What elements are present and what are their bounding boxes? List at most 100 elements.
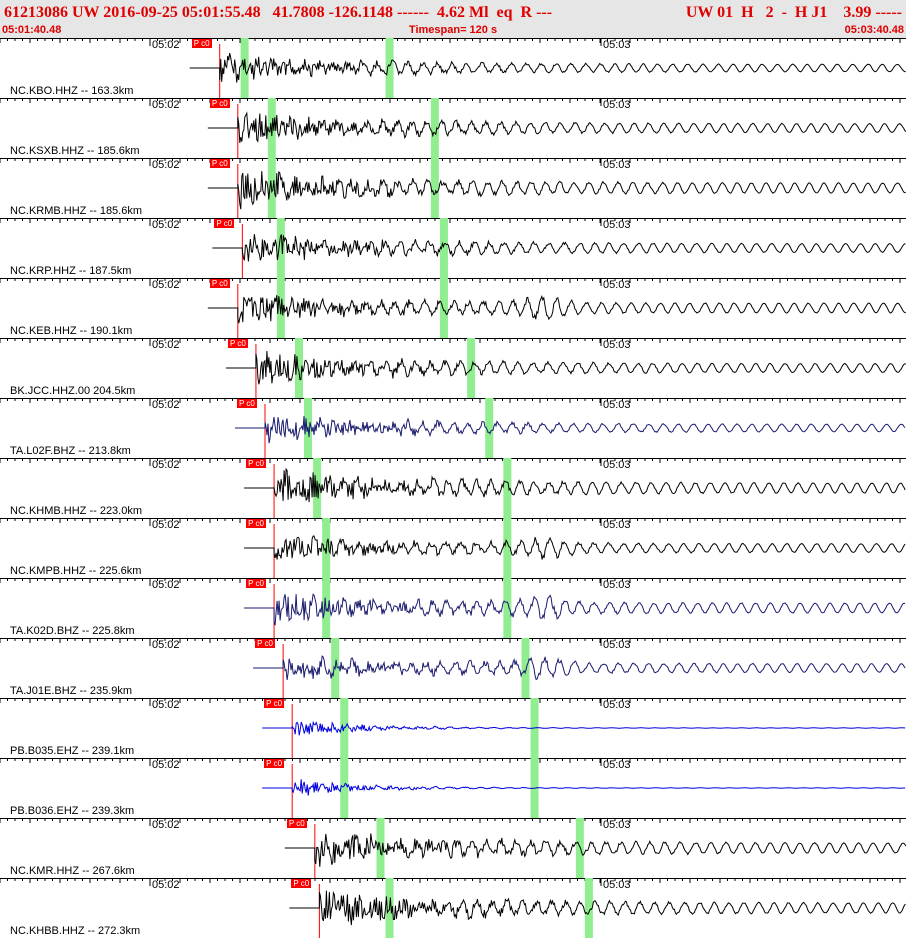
trace-row[interactable]: 05:02 05:03 P c0 BK.JCC.HHZ.00 204.5km (0, 338, 906, 398)
minute-label: 05:03 (603, 639, 631, 651)
trace-plot[interactable] (0, 338, 906, 398)
phase-arrival-marker (240, 38, 249, 98)
phase-arrival-marker (385, 38, 394, 98)
pick-flag[interactable]: P c0 (209, 279, 230, 288)
waveform (235, 415, 906, 444)
trace-plot[interactable] (0, 458, 906, 518)
phase-arrival-marker (439, 278, 448, 338)
pick-flag[interactable]: P c0 (237, 399, 257, 408)
waveform (284, 833, 906, 867)
waveform (207, 170, 906, 210)
pick-flag[interactable]: P c0 (246, 459, 266, 468)
waveform (189, 52, 906, 83)
station-label: PB.B036.EHZ -- 239.3km (10, 805, 135, 817)
event-title-bar: 61213086 UW 2016-09-25 05:01:55.48 41.78… (0, 0, 906, 24)
trace-row[interactable]: 05:02 05:03 P c0 NC.KEB.HHZ -- 190.1km (0, 278, 906, 338)
trace-row[interactable]: 05:02 05:03 P c0 TA.L02F.BHZ -- 213.8km (0, 398, 906, 458)
trace-row[interactable]: 05:02 05:03 P c0 NC.KMPB.HHZ -- 225.6km (0, 518, 906, 578)
waveform (289, 890, 906, 926)
station-label: PB.B035.EHZ -- 239.1km (10, 745, 135, 757)
minute-label: 05:02 (152, 639, 180, 651)
station-label: BK.JCC.HHZ.00 204.5km (10, 385, 136, 397)
minute-label: 05:03 (603, 759, 631, 771)
minute-label: 05:03 (603, 39, 631, 51)
station-label: NC.KHMB.HHZ -- 223.0km (10, 505, 143, 517)
station-label: NC.KEB.HHZ -- 190.1km (10, 325, 133, 337)
waveform (244, 535, 906, 560)
trace-row[interactable]: 05:02 05:03 P c0 NC.KHMB.HHZ -- 223.0km (0, 458, 906, 518)
trace-row[interactable]: 05:02 05:03 P c0 NC.KHBB.HHZ -- 272.3km (0, 878, 906, 938)
pick-flag[interactable]: P c0 (264, 699, 285, 708)
minute-label: 05:03 (603, 699, 631, 711)
trace-row[interactable]: 05:02 05:03 P c0 NC.KSXB.HHZ -- 185.6km (0, 98, 906, 158)
trace-plot[interactable] (0, 398, 906, 458)
trace-row[interactable]: 05:02 05:03 P c0 PB.B036.EHZ -- 239.3km (0, 758, 906, 818)
minute-label: 05:02 (152, 699, 180, 711)
event-solution-info: UW 01 H 2 - H J1 3.99 ----- (685, 4, 902, 21)
waveform (244, 467, 906, 503)
seismogram-panel[interactable]: 05:02 05:03 P c0 NC.KBO.HHZ -- 163.3km 05:02… (0, 38, 906, 940)
pick-flag[interactable]: P c0 (264, 759, 285, 768)
trace-plot[interactable] (0, 698, 906, 758)
pick-flag[interactable]: P c0 (286, 819, 307, 828)
trace-plot[interactable] (0, 818, 906, 878)
pick-flag[interactable]: P c0 (246, 579, 266, 588)
station-label: TA.L02F.BHZ -- 213.8km (10, 445, 131, 457)
minute-label: 05:03 (603, 879, 631, 891)
minute-label: 05:02 (152, 459, 180, 471)
trace-plot[interactable] (0, 218, 906, 278)
phase-arrival-marker (584, 878, 593, 938)
station-label: TA.J01E.BHZ -- 235.9km (10, 685, 133, 697)
phase-arrival-marker (503, 578, 512, 638)
phase-arrival-marker (575, 818, 584, 878)
trace-plot[interactable] (0, 98, 906, 158)
phase-arrival-marker (485, 398, 494, 458)
minute-label: 05:03 (603, 219, 631, 231)
minute-label: 05:02 (152, 99, 180, 111)
minute-label: 05:03 (603, 159, 631, 171)
trace-plot[interactable] (0, 758, 906, 818)
station-label: TA.K02D.BHZ -- 225.8km (10, 625, 135, 637)
station-label: NC.KHBB.HHZ -- 272.3km (10, 925, 141, 937)
trace-plot[interactable] (0, 518, 906, 578)
waveform (225, 350, 906, 385)
end-time: 05:03:40.48 (844, 24, 904, 36)
trace-plot[interactable] (0, 578, 906, 638)
phase-arrival-marker (430, 158, 439, 218)
trace-row[interactable]: 05:02 05:03 P c0 NC.KRMB.HHZ -- 185.6km (0, 158, 906, 218)
trace-plot[interactable] (0, 278, 906, 338)
trace-plot[interactable] (0, 638, 906, 698)
trace-plot[interactable] (0, 38, 906, 98)
trace-row[interactable]: 05:02 05:03 P c0 NC.KRP.HHZ -- 187.5km (0, 218, 906, 278)
station-label: NC.KSXB.HHZ -- 185.6km (10, 145, 140, 157)
pick-flag[interactable]: P c0 (291, 879, 312, 888)
minute-label: 05:02 (152, 159, 180, 171)
waveform (253, 655, 906, 681)
station-label: NC.KMR.HHZ -- 267.6km (10, 865, 135, 877)
minute-label: 05:03 (603, 579, 631, 591)
phase-arrival-marker (521, 638, 530, 698)
pick-flag[interactable]: P c0 (214, 219, 235, 228)
waveform (207, 294, 906, 324)
minute-label: 05:03 (603, 519, 631, 531)
pick-flag[interactable]: P c0 (246, 519, 266, 528)
timespan-label: Timespan= 120 s (408, 24, 498, 36)
phase-arrival-marker (294, 338, 303, 398)
pick-flag[interactable]: P c0 (255, 639, 275, 648)
pick-flag[interactable]: P c0 (191, 39, 212, 48)
pick-flag[interactable]: P c0 (209, 99, 230, 108)
trace-plot[interactable] (0, 878, 906, 938)
minute-label: 05:03 (603, 459, 631, 471)
minute-label: 05:02 (152, 759, 180, 771)
trace-row[interactable]: 05:02 05:03 P c0 TA.K02D.BHZ -- 225.8km (0, 578, 906, 638)
trace-row[interactable]: 05:02 05:03 P c0 NC.KBO.HHZ -- 163.3km (0, 38, 906, 98)
waveform (212, 234, 906, 262)
minute-label: 05:02 (152, 579, 180, 591)
trace-row[interactable]: 05:02 05:03 P c0 PB.B035.EHZ -- 239.1km (0, 698, 906, 758)
station-label: NC.KBO.HHZ -- 163.3km (10, 85, 134, 97)
pick-flag[interactable]: P c0 (209, 159, 230, 168)
trace-row[interactable]: 05:02 05:03 P c0 NC.KMR.HHZ -- 267.6km (0, 818, 906, 878)
pick-flag[interactable]: P c0 (227, 339, 248, 348)
trace-row[interactable]: 05:02 05:03 P c0 TA.J01E.BHZ -- 235.9km (0, 638, 906, 698)
event-title: 61213086 UW 2016-09-25 05:01:55.48 41.78… (4, 4, 553, 21)
